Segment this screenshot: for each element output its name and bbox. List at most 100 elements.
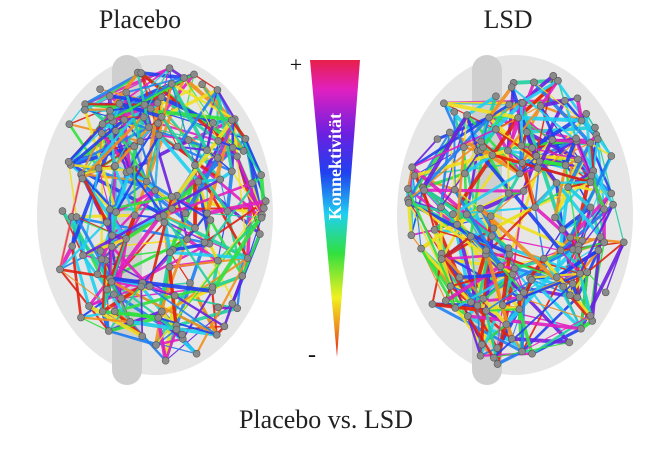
node [531, 203, 539, 211]
node [68, 242, 77, 251]
node [518, 159, 527, 167]
node [96, 247, 105, 255]
edge [139, 140, 165, 217]
edge [107, 281, 144, 332]
node [208, 283, 217, 291]
node [173, 142, 182, 151]
node [203, 209, 212, 218]
node [97, 255, 106, 263]
edge [157, 82, 173, 137]
panel-title: Placebo [99, 5, 181, 34]
node [85, 302, 93, 310]
edge [485, 279, 533, 312]
node [98, 120, 107, 128]
node [561, 161, 570, 169]
node [433, 135, 442, 143]
node [168, 192, 176, 201]
node [477, 340, 486, 349]
node [228, 299, 237, 308]
node [498, 301, 507, 309]
node [577, 324, 585, 333]
edge [219, 178, 228, 212]
node [167, 80, 176, 88]
node [137, 282, 146, 291]
node [94, 164, 103, 172]
edge [206, 212, 263, 219]
node [591, 123, 599, 132]
edge [133, 145, 136, 217]
colorbar-label: Konnektivität [325, 113, 345, 220]
edge [550, 138, 592, 145]
edge [478, 214, 493, 358]
colorbar [310, 60, 360, 357]
edge [169, 82, 209, 153]
edge [457, 272, 515, 280]
node [233, 304, 242, 313]
node [473, 301, 482, 310]
node [126, 166, 134, 175]
edge [174, 118, 234, 198]
edge [440, 252, 511, 261]
edge [481, 296, 509, 327]
edge [133, 214, 160, 219]
node [161, 356, 170, 365]
node [93, 270, 102, 279]
node [566, 291, 574, 300]
node [120, 115, 129, 124]
node [586, 203, 595, 212]
node [477, 137, 486, 146]
node [583, 268, 591, 276]
node [573, 94, 582, 103]
edge [174, 306, 239, 328]
node [157, 307, 166, 316]
node [601, 288, 610, 297]
edge [84, 103, 146, 106]
node [437, 255, 446, 263]
edge [106, 166, 115, 223]
edge [492, 282, 574, 359]
edge [466, 114, 479, 152]
node [65, 120, 74, 128]
node [260, 204, 268, 213]
edge [530, 314, 592, 355]
node [440, 99, 448, 108]
edge [533, 180, 559, 210]
node [582, 109, 591, 118]
edge [79, 316, 132, 324]
node [151, 186, 159, 195]
node [198, 80, 206, 89]
node [214, 256, 222, 265]
node [489, 353, 498, 362]
node [228, 143, 237, 152]
node [460, 169, 469, 178]
edge [422, 186, 436, 231]
edge [578, 272, 592, 317]
node [576, 269, 584, 278]
node [126, 318, 135, 326]
node [261, 197, 270, 205]
node [233, 152, 241, 161]
node [122, 235, 130, 243]
node [103, 285, 111, 294]
node [104, 327, 113, 335]
node [157, 112, 166, 121]
node [140, 100, 149, 109]
node [79, 251, 87, 260]
edge [533, 181, 592, 209]
node [110, 307, 119, 316]
node [449, 210, 457, 219]
node [72, 213, 81, 221]
node [407, 231, 416, 239]
node [178, 330, 186, 339]
edge [449, 285, 514, 341]
node [619, 238, 628, 247]
node [586, 311, 595, 320]
node [142, 177, 151, 186]
edge [157, 316, 218, 336]
node [78, 174, 87, 183]
edge [205, 199, 268, 216]
edge [114, 168, 132, 214]
colorbar-max: + [290, 52, 302, 77]
node [536, 102, 545, 110]
